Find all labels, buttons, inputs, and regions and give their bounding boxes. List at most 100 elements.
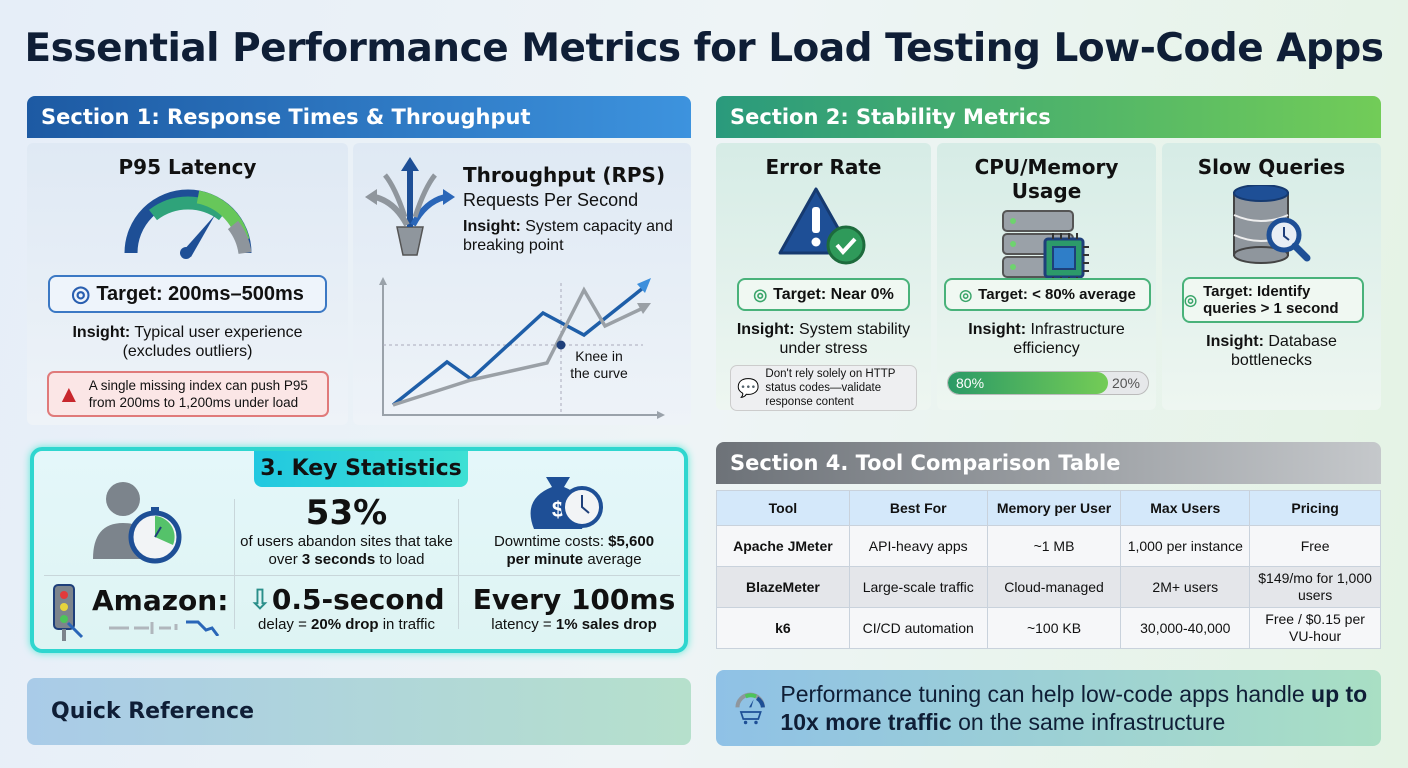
throughput-arrows-icon (365, 157, 455, 256)
column-header: Memory per User (986, 490, 1122, 526)
banner-text: Performance tuning can help low-code app… (780, 680, 1381, 736)
insight-label: Insight: (72, 324, 131, 341)
quick-reference: Quick Reference (27, 678, 691, 745)
delay-stat: ⇩0.5-second delay = 20% drop in traffic (239, 583, 454, 633)
cpu-title: CPU/Memory Usage (974, 155, 1119, 203)
insight-label: Insight: (463, 218, 521, 235)
cell: 30,000-40,000 (1120, 607, 1251, 649)
down-arrow-icon: ⇩ (248, 583, 272, 616)
target-icon: ◎ (753, 286, 768, 304)
error-target-text: Target: Near 0% (773, 285, 894, 303)
tip-box: 💬 Don't rely solely on HTTP status codes… (730, 365, 917, 411)
latency-bold: 1% sales drop (555, 616, 657, 633)
svg-text:$: $ (552, 497, 564, 522)
warning-icon: ▲ (57, 380, 81, 408)
abandon-text-end: to load (375, 551, 425, 568)
insight-text: System capacity and breaking point (463, 218, 673, 254)
warning-check-icon (778, 187, 866, 265)
column-header: Best For (848, 490, 988, 526)
throughput-insight: Insight: System capacity and breaking po… (463, 217, 673, 255)
slow-target-text: Target: Identify queries > 1 second (1203, 283, 1339, 317)
server-chip-icon (1002, 210, 1089, 283)
p95-warning: ▲ A single missing index can push P95 fr… (47, 371, 329, 417)
banner-text-a: Performance tuning can help low-code app… (780, 681, 1312, 707)
table-row: BlazeMeter Large-scale traffic Cloud-manag… (716, 566, 1381, 608)
key-statistics-panel: 3. Key Statistics 53% of users abandon s… (30, 447, 688, 653)
tip-text: Don't rely solely on HTTP status codes—v… (765, 368, 896, 408)
banner-text-b: on the same infrastructure (951, 709, 1226, 735)
speedometer-cart-icon (735, 692, 765, 725)
latency-stat: Every 100ms latency = 1% sales drop (464, 583, 684, 633)
warning-text: A single missing index can push P95 from… (88, 378, 308, 410)
money-clock-icon: $ (530, 477, 603, 529)
insight-label: Insight: (968, 321, 1027, 338)
throughput-curve-illustration (379, 277, 665, 419)
abandon-value: 53% (305, 493, 388, 533)
slow-queries-card: Slow Queries ◎ Target: Identify queries >… (1162, 143, 1381, 410)
cell: $149/mo for 1,000 users (1249, 566, 1381, 608)
column-header: Tool (716, 490, 850, 526)
cell: Cloud-managed (986, 566, 1122, 608)
insight-text: System stability under stress (779, 321, 911, 357)
error-rate-card: Error Rate ◎ Target: Near 0% Insight: Sys… (716, 143, 931, 411)
tool-comparison-table: Tool Best For Memory per User Max Users … (716, 490, 1381, 649)
throughput-subtitle: Requests Per Second (463, 190, 639, 210)
delay-bold: 20% drop (311, 616, 379, 633)
target-icon: ◎ (1184, 291, 1198, 309)
p95-target-text: Target: 200ms–500ms (96, 282, 304, 305)
latency-text: latency = (491, 616, 556, 633)
chat-bubble-icon: 💬 (737, 378, 760, 398)
cpu-usage-fill: 80% (948, 372, 1108, 394)
error-title: Error Rate (765, 155, 882, 179)
p95-insight: Insight: Typical user experience (exclud… (37, 323, 338, 361)
insight-text: Typical user experience (excludes outlie… (122, 324, 303, 360)
insight-label: Insight: (1206, 333, 1264, 350)
page-title: Essential Performance Metrics for Load T… (24, 26, 1384, 71)
amazon-label: Amazon: (92, 584, 229, 617)
performance-banner: Performance tuning can help low-code app… (716, 670, 1381, 746)
knee-label: Knee in the curve (570, 348, 628, 381)
cpu-target-badge: ◎ Target: < 80% average (944, 278, 1151, 311)
latency-value: Every 100ms (472, 583, 676, 616)
key-statistics-header: 3. Key Statistics (254, 451, 468, 487)
abandon-text: of users abandon sites that take over (240, 533, 453, 568)
slow-target-badge: ◎ Target: Identify queries > 1 second (1182, 277, 1364, 323)
section2-header: Section 2: Stability Metrics (716, 96, 1381, 138)
slow-insight: Insight: Database bottlenecks (1182, 332, 1361, 370)
target-icon: ◎ (71, 281, 91, 306)
target-icon: ◎ (959, 286, 973, 304)
cell: CI/CD automation (848, 607, 988, 649)
downtime-stat: Downtime costs: $5,600 per minute average (464, 533, 684, 569)
tool-cell: BlazeMeter (716, 566, 850, 608)
tool-cell: Apache JMeter (716, 525, 850, 567)
downtime-unit: per minute (506, 551, 584, 568)
database-search-icon (1233, 184, 1311, 264)
banner-bold: up to 10x more traffic (780, 681, 1368, 735)
throughput-title: Throughput (RPS) (463, 163, 666, 187)
cpu-usage-bar: 80% 20% (947, 371, 1149, 395)
gauge-icon (124, 189, 251, 259)
column-header: Max Users (1120, 490, 1251, 526)
used-label: 80% (956, 375, 985, 391)
delay-text-end: in traffic (378, 616, 435, 633)
free-label: 20% (1111, 375, 1140, 391)
throughput-card: Throughput (RPS) Requests Per Second Ins… (353, 143, 691, 425)
user-stopwatch-icon (93, 482, 182, 564)
cell: Free (1249, 525, 1381, 567)
cell: 2M+ users (1120, 566, 1251, 608)
cpu-memory-card: CPU/Memory Usage ◎ Target: < 80% average … (937, 143, 1156, 410)
p95-latency-card: P95 Latency ◎ Target: 200ms–500ms Insigh… (27, 143, 348, 425)
traffic-light-icon (53, 584, 84, 641)
abandon-stat: 53% of users abandon sites that take ove… (239, 493, 454, 569)
table-row: k6 CI/CD automation ~100 KB 30,000-40,000 Fr… (716, 607, 1381, 649)
insight-text: Database bottlenecks (1231, 333, 1337, 369)
section4-header: Section 4. Tool Comparison Table (716, 442, 1381, 484)
table-row: Apache JMeter API-heavy apps ~1 MB 1,000 pe… (716, 525, 1381, 567)
error-insight: Insight: System stability under stress (724, 320, 923, 358)
tool-cell: k6 (716, 607, 850, 649)
cpu-insight: Insight: Infrastructure efficiency (945, 320, 1148, 358)
delay-text: delay = (258, 616, 312, 633)
p95-title: P95 Latency (118, 155, 257, 179)
cell: ~100 KB (986, 607, 1122, 649)
p95-target-badge: ◎ Target: 200ms–500ms (48, 275, 327, 313)
